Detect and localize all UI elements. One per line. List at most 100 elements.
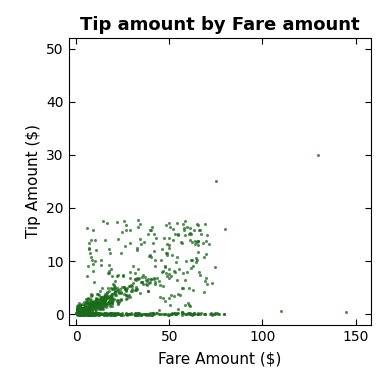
Point	[106, 311, 112, 317]
Point	[149, 310, 155, 316]
Point	[81, 311, 87, 317]
Point	[85, 263, 91, 269]
Point	[112, 283, 118, 290]
Point	[97, 305, 104, 311]
Point	[84, 305, 90, 311]
Point	[92, 305, 98, 311]
Point	[105, 246, 112, 252]
Point	[157, 282, 163, 288]
Point	[149, 224, 155, 230]
Point	[79, 312, 85, 318]
Point	[100, 296, 106, 302]
Point	[102, 311, 108, 317]
Point	[77, 311, 83, 317]
Point	[110, 311, 116, 317]
Point	[82, 304, 88, 310]
Point	[134, 286, 141, 292]
Point	[83, 304, 89, 310]
Point	[174, 220, 180, 226]
Point	[151, 275, 157, 281]
Point	[194, 240, 200, 246]
Point	[278, 308, 284, 314]
Point	[188, 231, 194, 237]
Point	[108, 299, 115, 305]
Point	[94, 291, 100, 297]
Point	[82, 301, 88, 307]
Point	[78, 308, 84, 314]
Point	[165, 295, 172, 301]
Point	[74, 306, 80, 312]
Point	[152, 279, 159, 285]
Point	[109, 291, 115, 297]
Point	[102, 296, 108, 302]
Point	[84, 306, 91, 312]
Point	[107, 311, 113, 317]
Point	[118, 297, 124, 303]
Point	[117, 286, 123, 292]
Point	[86, 304, 92, 310]
Point	[99, 311, 105, 317]
Point	[88, 254, 94, 260]
Point	[168, 291, 174, 298]
Point	[98, 262, 104, 268]
Point	[86, 311, 92, 317]
Point	[139, 279, 145, 285]
Point	[80, 306, 86, 312]
Point	[111, 311, 117, 317]
Point	[78, 311, 84, 317]
Point	[91, 310, 97, 316]
Point	[84, 307, 90, 313]
Point	[180, 309, 186, 315]
Point	[74, 311, 81, 317]
Point	[77, 308, 83, 314]
Point	[140, 311, 146, 317]
Point	[94, 304, 100, 310]
Point	[108, 266, 114, 272]
Point	[83, 310, 89, 316]
Point	[112, 310, 118, 316]
Point	[86, 296, 92, 302]
Point	[185, 310, 191, 316]
Point	[88, 306, 94, 312]
Point	[203, 238, 209, 244]
Point	[105, 285, 111, 291]
Point	[134, 275, 140, 282]
Point	[92, 311, 99, 317]
Point	[162, 311, 168, 317]
Point	[74, 305, 81, 311]
Point	[76, 311, 82, 317]
Point	[84, 310, 90, 316]
Point	[186, 310, 192, 316]
Point	[166, 220, 172, 226]
Point	[103, 304, 109, 310]
Point	[204, 231, 210, 238]
Point	[172, 310, 178, 316]
Point	[132, 310, 138, 316]
Point	[107, 296, 113, 303]
Point	[106, 269, 112, 275]
Point	[98, 306, 104, 312]
Point	[90, 310, 96, 316]
Point	[74, 310, 80, 316]
Point	[85, 308, 91, 314]
Point	[78, 311, 84, 317]
Point	[203, 275, 209, 281]
Point	[118, 312, 125, 318]
Point	[133, 284, 139, 290]
Point	[109, 296, 115, 302]
Point	[108, 295, 114, 301]
Point	[100, 303, 106, 309]
Point	[88, 300, 94, 306]
Point	[77, 308, 83, 314]
Point	[86, 311, 92, 317]
Point	[195, 238, 201, 244]
Point	[123, 295, 129, 301]
Point	[122, 286, 128, 292]
Point	[152, 263, 158, 269]
Point	[89, 304, 96, 310]
Point	[84, 311, 91, 317]
Point	[164, 273, 170, 279]
Point	[101, 299, 107, 306]
Point	[79, 311, 85, 317]
Point	[203, 251, 209, 257]
